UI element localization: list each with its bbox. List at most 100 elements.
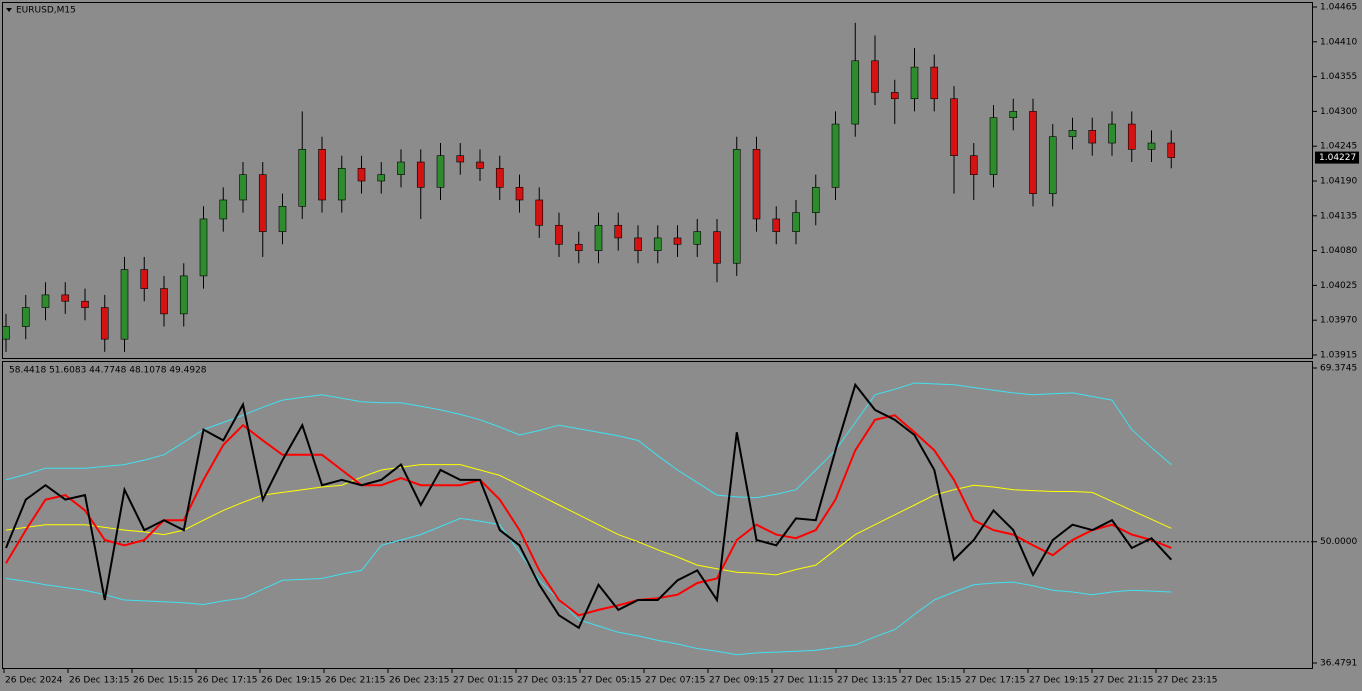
candle-body [436,155,445,188]
y-tick-label: 1.04465 [1320,3,1357,13]
candle-body [100,307,109,340]
candle-body [1167,142,1176,158]
candle-body [357,168,366,182]
candle-body [239,174,247,201]
x-tick-label: 26 Dec 17:15 [197,676,258,686]
candle-body [219,199,228,220]
candle-body [456,155,465,163]
candle-body [555,224,563,245]
x-tick-label: 26 Dec 15:15 [133,676,194,686]
y-tick-label: 1.04025 [1320,281,1357,291]
candle-body [21,307,30,327]
x-tick-label: 26 Dec 13:15 [69,676,130,686]
candle-body [792,212,800,232]
candle-body [1068,130,1077,138]
indicator-values: 58.4418 51.6083 44.7748 48.1078 49.4928 [9,366,207,376]
candle-body [476,161,484,169]
candle-body [377,174,386,182]
candle-body [81,300,89,308]
y-tick-label: 1.04410 [1320,37,1357,47]
indicator-line [5,517,1172,656]
candle-body [199,218,208,277]
y-tick-label: 1.04190 [1320,177,1357,187]
x-tick-label: 27 Dec 09:15 [709,676,770,686]
candle-body [120,269,129,340]
candle-body [258,174,267,232]
y-tick-label: 1.03915 [1320,351,1357,361]
y-tick-label: 50.0000 [1320,537,1357,547]
x-tick-label: 27 Dec 05:15 [581,676,642,686]
x-tick-label: 27 Dec 01:15 [453,676,514,686]
candle-body [1127,123,1136,150]
candle-body [574,243,583,251]
candle-body [950,98,958,156]
indicator-line [5,414,1172,617]
candle-body [989,117,998,175]
candle-body [397,161,405,175]
last-price-box [1315,151,1359,164]
x-tick-label: 26 Dec 2024 [5,676,63,686]
x-tick-label: 26 Dec 21:15 [325,676,386,686]
candle-body [871,60,879,93]
x-tick-label: 27 Dec 23:15 [1157,676,1218,686]
candle-body [890,92,899,100]
candle-body [713,231,721,264]
candle-body [179,275,188,315]
x-tick-label: 27 Dec 15:15 [901,676,962,686]
x-tick-label: 26 Dec 23:15 [389,676,450,686]
candle-body [1009,111,1018,119]
candle-body [495,168,504,188]
candle-body [535,199,544,226]
candle-body [318,149,326,201]
candle-body [732,149,741,264]
y-tick-label: 69.3745 [1320,364,1357,374]
indicator-line [5,382,1172,499]
candle-body [634,237,642,251]
last-price-label: 1.04227 [1319,153,1356,163]
candle-body [772,218,781,232]
candle-body [673,237,682,245]
y-tick-label: 1.04135 [1320,211,1357,221]
candle-body [160,288,168,315]
candle-body [851,60,860,125]
x-tick-label: 27 Dec 11:15 [773,676,834,686]
candle-body [278,206,287,232]
symbol-title: EURUSD,M15 [16,6,76,16]
y-tick-label: 1.04080 [1320,246,1357,256]
candle-body [969,155,978,175]
x-tick-label: 27 Dec 13:15 [837,676,898,686]
candle-body [1147,142,1156,150]
candle-body [337,168,346,201]
x-tick-label: 26 Dec 19:15 [261,676,322,686]
x-tick-label: 27 Dec 19:15 [1029,676,1090,686]
y-tick-label: 1.04300 [1320,107,1357,117]
y-tick-label: 36.4791 [1320,659,1357,669]
candle-body [811,187,820,213]
candle-body [2,326,10,340]
candle-body [416,161,425,188]
menu-icon[interactable] [6,8,12,12]
candle-body [1048,136,1057,194]
indicator-line [5,382,1173,630]
candle-body [41,294,50,308]
candle-body [140,269,149,289]
indicator-line [5,464,1172,576]
indicator-panel [2,361,1313,669]
candle-body [594,224,603,251]
candle-body [831,123,840,188]
candle-body [1029,111,1037,194]
y-tick-label: 1.04355 [1320,72,1357,82]
candle-body [614,224,623,239]
candle-body [1088,130,1097,144]
candle-body [752,149,761,220]
candle-body [653,237,662,251]
y-tick-label: 1.03970 [1320,316,1357,326]
candle-body [61,294,70,302]
x-tick-label: 27 Dec 17:15 [965,676,1026,686]
x-tick-label: 27 Dec 07:15 [645,676,706,686]
candle-body [910,66,919,100]
x-tick-label: 27 Dec 03:15 [517,676,578,686]
candle-body [930,66,939,100]
